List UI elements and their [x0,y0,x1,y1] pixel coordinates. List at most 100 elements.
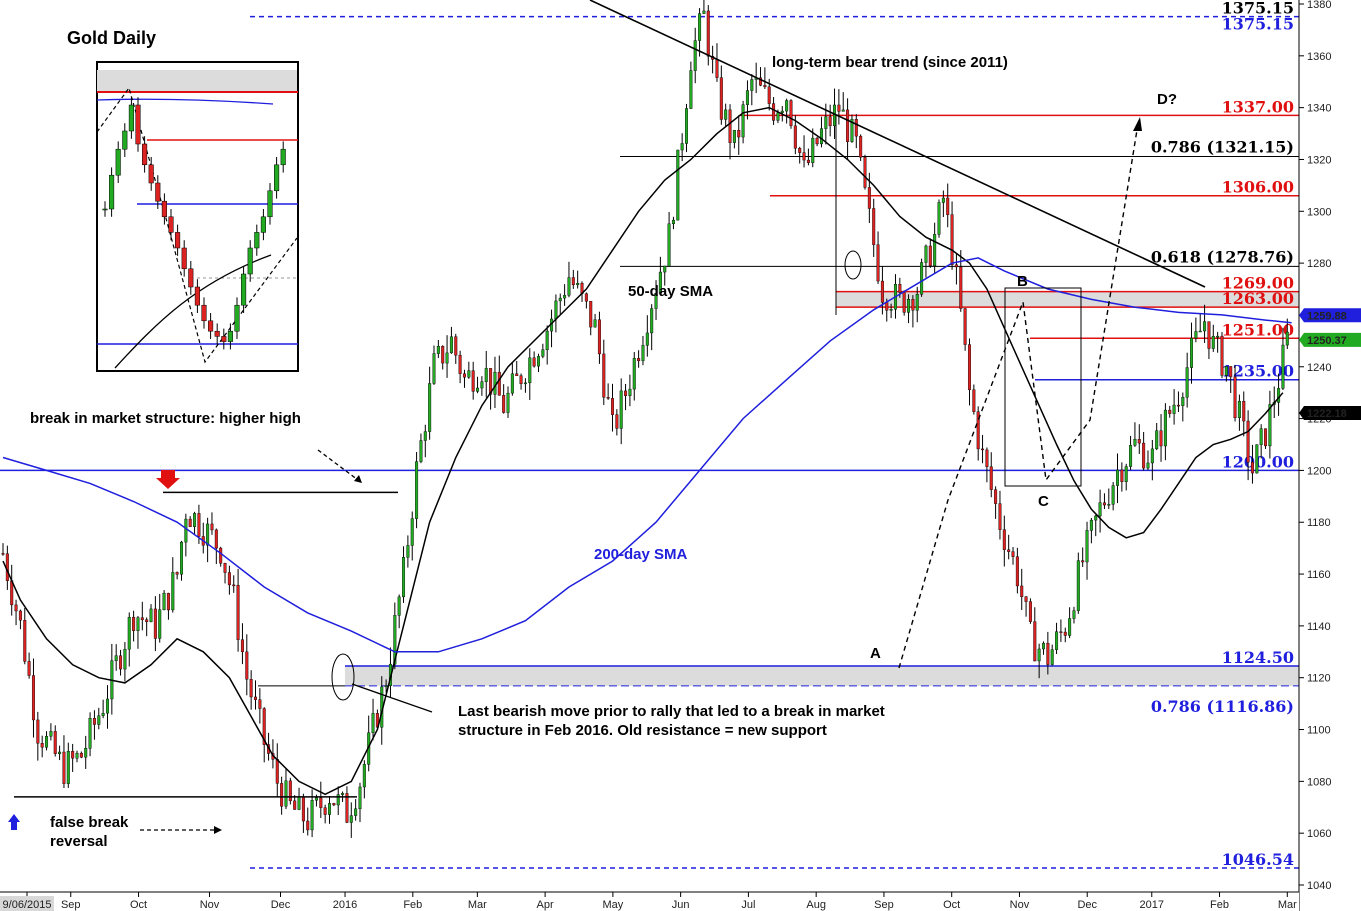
candle-body [732,129,736,143]
candle-body [1068,618,1072,636]
candle-body [371,713,375,733]
candle-body [441,346,445,364]
x-start-box [0,896,54,911]
candle-body [989,466,993,490]
candle-body [780,110,784,113]
candle-body [66,751,70,784]
candle-body [245,651,249,680]
candle-body [741,104,745,138]
candle-body [454,336,458,356]
y-tick-label: 1320 [1307,154,1331,166]
candle-body [824,116,828,129]
x-tick-label: Jul [741,899,755,911]
candle-body [1233,376,1237,418]
point-label-A: A [870,645,881,662]
candle-body [310,800,314,831]
candle-body [14,604,18,612]
candle-body [158,609,162,639]
candle-body [523,382,527,385]
candle-body [671,219,675,225]
candle-body [920,262,924,295]
candle-body [1089,519,1093,531]
x-tick-label: Nov [1010,899,1030,911]
candle-body [467,370,471,378]
candle-body [1137,439,1141,444]
candle-body [541,349,545,357]
candle-body [515,373,519,376]
candle-body [1277,388,1281,403]
bear-trendline [589,0,1206,288]
sma-line [2,106,1284,796]
candle-body [567,277,571,296]
candle-body [837,104,841,112]
zones-layer [345,291,1299,686]
candle-body [53,731,57,754]
red-down-arrow [156,470,180,489]
candle-body [258,699,262,709]
candle-body [84,748,88,758]
candle-body [449,336,453,354]
x-tick-label: 2017 [1140,899,1164,911]
candle-body [1237,401,1241,418]
candle-body [876,244,880,282]
candle-body [123,648,127,670]
candles-layer [1,0,1289,838]
candle-body [941,197,945,203]
x-tick-label: Feb [403,899,422,911]
candle-body [436,346,440,354]
y-tick-label: 1200 [1307,465,1331,477]
drawings-layer: A B C D? [8,0,1206,834]
level-label: 1124.50 [1222,648,1294,667]
candle-body [23,619,27,662]
inset-sma200 [96,98,274,105]
candle-body [410,518,414,546]
inset-chart [96,61,299,372]
candle-body [423,431,427,441]
candle-body [1172,404,1176,414]
sma-cross-ellipse [844,250,862,280]
candle-body [706,10,710,57]
candle-body [323,807,327,815]
last-bearish-pointer [351,683,433,713]
candle-body [615,414,619,429]
candle-body [1055,631,1059,650]
last-bearish-annotation-line1: Last bearish move prior to rally that le… [458,703,885,720]
candle-body [563,295,567,299]
candle-body [981,448,985,451]
candle-body [18,610,22,621]
candle-body [393,615,397,665]
candle-body [532,357,536,367]
inset-candle-body [102,208,108,211]
inset-candle-body [155,182,161,202]
candle-body [275,759,279,784]
candle-body [889,309,893,311]
market-structure-pointer-head [354,475,362,483]
candle-body [959,266,963,309]
market-structure-pointer [317,449,363,484]
candle-body [1094,515,1098,521]
y-tick-label: 1380 [1307,0,1331,11]
candle-body [197,513,201,537]
candle-body [214,529,218,549]
candle-body [1142,442,1146,469]
level-label: 1235.00 [1222,362,1294,381]
candle-body [519,375,523,384]
candle-body [1063,631,1067,636]
candle-body [972,389,976,412]
candle-body [610,398,614,415]
candle-body [345,793,349,823]
x-tick-label: Jun [672,899,690,911]
candle-body [184,518,188,543]
candle-body [911,299,915,311]
inset-candle-body [214,330,220,337]
candle-body [1037,648,1041,662]
candle-body [1281,344,1285,389]
candle-body [132,617,136,632]
candle-body [802,152,806,161]
price-box [1299,308,1361,323]
candle-body [963,308,967,345]
candle-body [763,85,767,88]
candle-body [928,245,932,267]
candle-body [36,719,40,744]
candle-body [58,751,62,754]
